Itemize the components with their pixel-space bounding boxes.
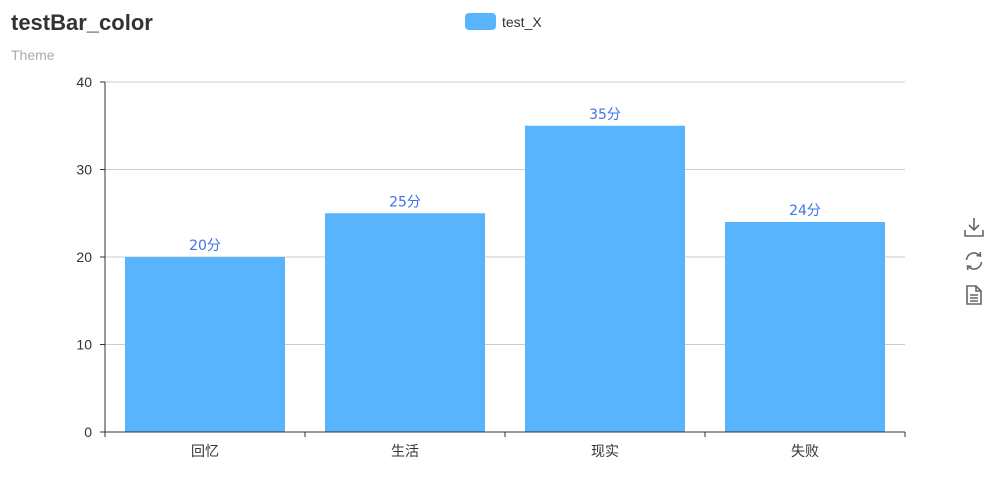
chart-subtitle: Theme <box>11 47 55 63</box>
y-tick-label: 20 <box>76 249 92 265</box>
data-label: 20分 <box>189 238 221 254</box>
x-tick-label: 失败 <box>791 444 819 460</box>
bar <box>325 213 485 432</box>
legend-item[interactable]: test_X <box>465 13 542 30</box>
chart-title: testBar_color <box>11 10 153 35</box>
legend-label: test_X <box>502 13 542 30</box>
legend-swatch <box>465 13 496 30</box>
data-label: 24分 <box>789 203 821 219</box>
x-tick-label: 生活 <box>391 444 419 460</box>
data-label: 25分 <box>389 194 421 210</box>
data-label: 35分 <box>589 107 621 123</box>
y-tick-label: 40 <box>76 74 92 90</box>
refresh-icon[interactable] <box>961 244 987 278</box>
bar <box>725 222 885 432</box>
y-tick-label: 10 <box>76 337 92 353</box>
x-tick-label: 回忆 <box>191 444 219 460</box>
bar <box>125 257 285 432</box>
toolbox <box>961 210 987 312</box>
y-tick-label: 0 <box>84 424 92 440</box>
x-tick-label: 现实 <box>591 444 619 460</box>
download-icon[interactable] <box>961 210 987 244</box>
data-view-icon[interactable] <box>961 278 987 312</box>
y-tick-label: 30 <box>76 162 92 178</box>
bar <box>525 125 685 432</box>
